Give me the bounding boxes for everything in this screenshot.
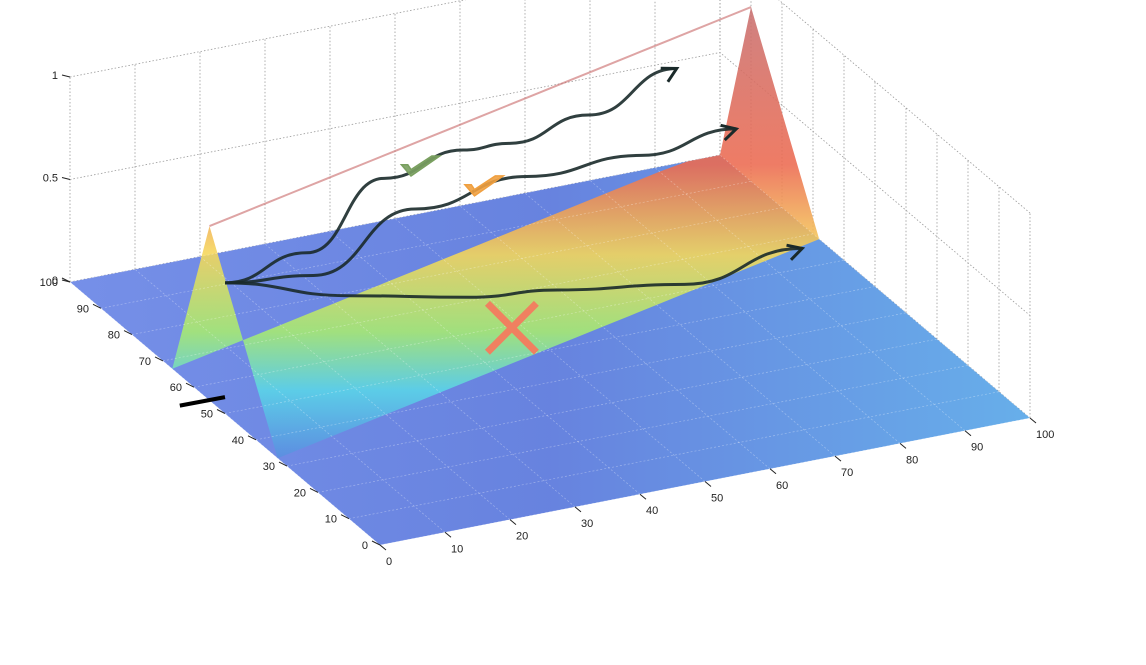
x-tick-mark [1029, 417, 1037, 424]
z-tick-label: 1 [52, 70, 58, 82]
result-markers [399, 155, 539, 355]
y-tick-label: 90 [77, 303, 89, 315]
arrowhead-3 [786, 243, 806, 261]
x-tick-mark [834, 455, 842, 462]
x-tick-mark [379, 544, 387, 551]
x-tick-mark [639, 493, 647, 500]
check-marker [399, 155, 443, 177]
y-tick-mark [247, 435, 257, 441]
y-tick-mark [309, 487, 319, 493]
x-tick-mark [899, 443, 907, 449]
x-tick-label: 70 [841, 467, 853, 479]
y-tick-mark [123, 330, 133, 336]
arrowhead-1 [660, 66, 680, 83]
y-tick-label: 30 [263, 461, 275, 473]
x-tick-label: 10 [451, 543, 463, 555]
z-tick-mark [61, 74, 71, 78]
y-tick-label: 40 [232, 435, 244, 447]
y-tick-label: 60 [170, 382, 182, 394]
x-tick-label: 40 [646, 505, 658, 517]
x-tick-label: 90 [971, 442, 983, 454]
ridge-crest [209, 6, 752, 228]
y-tick-mark [154, 356, 164, 362]
cross-marker [484, 300, 539, 355]
z-tick-mark [61, 177, 71, 180]
y-tick-label: 0 [362, 540, 368, 552]
y-tick-label: 50 [201, 409, 213, 421]
x-tick-mark [444, 531, 452, 538]
y-tick-label: 80 [108, 330, 120, 342]
trajectory-path-3 [224, 246, 803, 299]
z-tick-mark [61, 279, 71, 283]
y-tick-mark [371, 540, 381, 546]
y-tick-mark [340, 514, 350, 520]
y-tick-mark [278, 461, 288, 467]
back-grid-level [69, 0, 1031, 214]
x-tick-mark [574, 506, 582, 513]
ridge-surface [172, 7, 820, 459]
x-tick-label: 30 [581, 518, 593, 530]
surface-ridge [172, 6, 820, 459]
z-tick-label: 0.5 [43, 173, 58, 185]
x-tick-mark [964, 430, 972, 437]
trajectory-path-1 [224, 66, 677, 285]
start-segment [179, 395, 226, 408]
y-tick-label: 20 [294, 487, 306, 499]
x-tick-label: 60 [776, 480, 788, 492]
check-marker [463, 175, 506, 197]
x-tick-mark [704, 481, 712, 487]
x-tick-label: 20 [516, 531, 528, 543]
arrowhead-2 [720, 123, 740, 142]
z-tick-label: 0 [52, 275, 58, 287]
x-tick-label: 80 [906, 454, 918, 466]
y-tick-mark [216, 409, 226, 414]
y-tick-mark [185, 382, 195, 388]
x-tick-label: 50 [711, 493, 723, 505]
back-grid-level [69, 52, 1031, 316]
x-tick-label: 0 [386, 556, 392, 568]
x-tick-mark [769, 468, 777, 475]
y-tick-label: 70 [139, 356, 151, 368]
y-tick-label: 100 [40, 277, 58, 289]
x-tick-mark [509, 519, 517, 525]
y-tick-label: 10 [325, 514, 337, 526]
axis-ticks: 0102030405060708090100010203040506070809… [40, 70, 1055, 568]
x-tick-label: 100 [1036, 429, 1054, 441]
y-tick-mark [92, 303, 102, 309]
